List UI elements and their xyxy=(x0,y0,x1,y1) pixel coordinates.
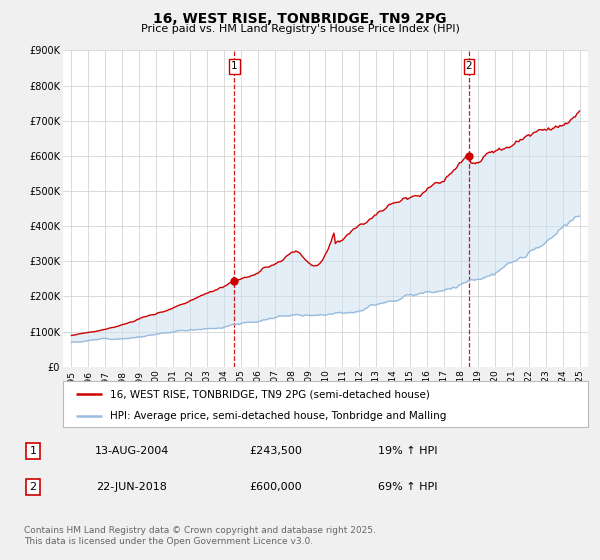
Text: 1: 1 xyxy=(29,446,37,456)
Text: 2: 2 xyxy=(29,482,37,492)
Text: HPI: Average price, semi-detached house, Tonbridge and Malling: HPI: Average price, semi-detached house,… xyxy=(110,411,446,421)
Text: 16, WEST RISE, TONBRIDGE, TN9 2PG: 16, WEST RISE, TONBRIDGE, TN9 2PG xyxy=(153,12,447,26)
Text: 13-AUG-2004: 13-AUG-2004 xyxy=(95,446,169,456)
Text: 2: 2 xyxy=(466,62,472,72)
Text: 16, WEST RISE, TONBRIDGE, TN9 2PG (semi-detached house): 16, WEST RISE, TONBRIDGE, TN9 2PG (semi-… xyxy=(110,389,430,399)
Text: 1: 1 xyxy=(231,62,238,72)
Text: Price paid vs. HM Land Registry's House Price Index (HPI): Price paid vs. HM Land Registry's House … xyxy=(140,24,460,34)
Text: £600,000: £600,000 xyxy=(250,482,302,492)
Text: £243,500: £243,500 xyxy=(250,446,302,456)
Text: 69% ↑ HPI: 69% ↑ HPI xyxy=(378,482,438,492)
Text: 22-JUN-2018: 22-JUN-2018 xyxy=(97,482,167,492)
Text: Contains HM Land Registry data © Crown copyright and database right 2025.
This d: Contains HM Land Registry data © Crown c… xyxy=(24,526,376,546)
Text: 19% ↑ HPI: 19% ↑ HPI xyxy=(378,446,438,456)
